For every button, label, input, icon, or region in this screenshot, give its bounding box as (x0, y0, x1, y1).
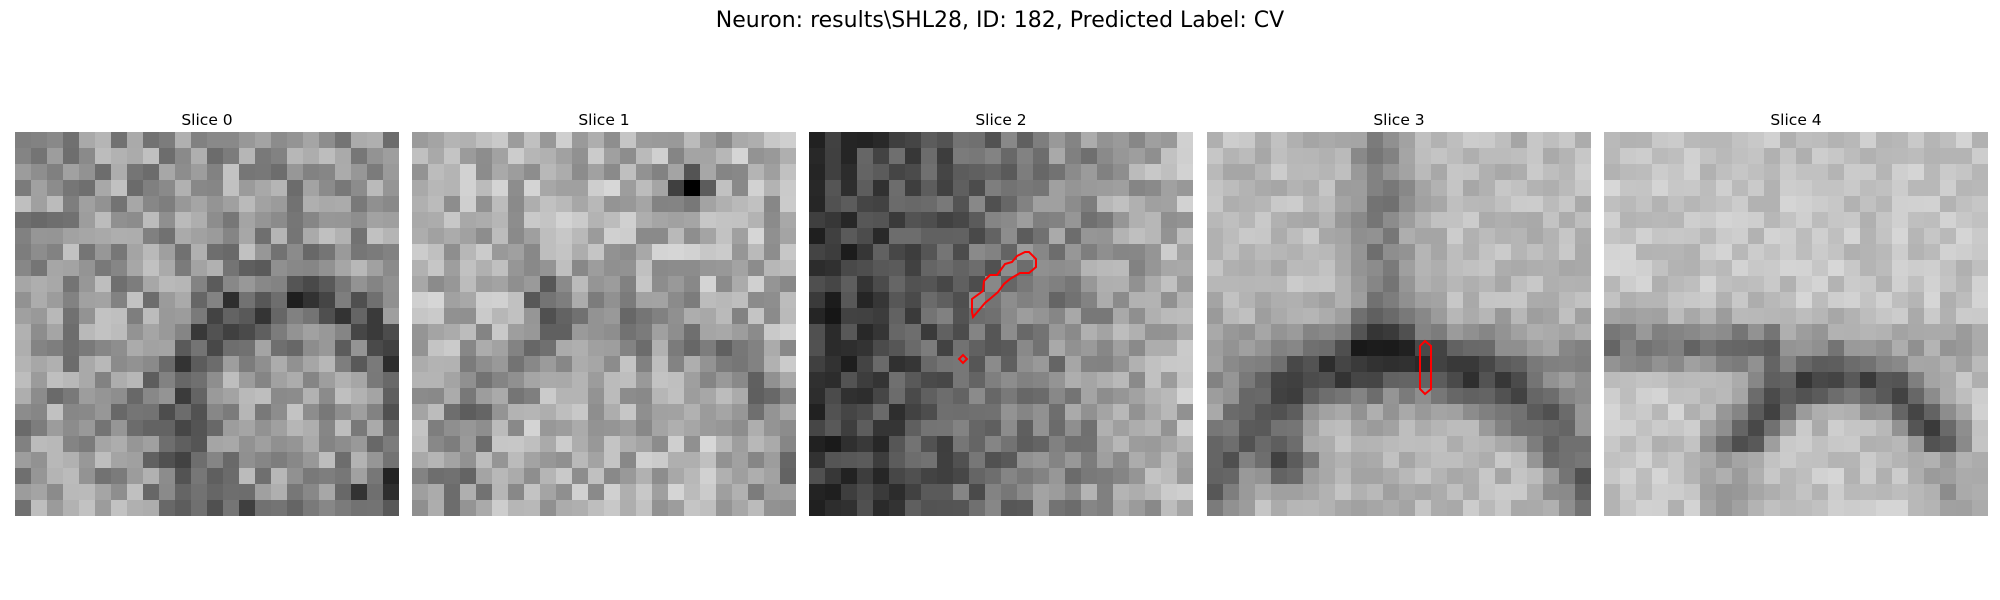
slice-title-4: Slice 4 (1770, 111, 1822, 129)
slice-title-3: Slice 3 (1373, 111, 1425, 129)
slice-title-2: Slice 2 (975, 111, 1027, 129)
slice-image-0 (15, 132, 399, 516)
red-contour-small (957, 353, 969, 365)
slice-image-1 (412, 132, 796, 516)
slice-panel-4: Slice 4 (1604, 108, 1988, 516)
red-contour-vertical (1419, 339, 1432, 396)
slice-panel-0: Slice 0 (15, 108, 399, 516)
figure-title: Neuron: results\SHL28, ID: 182, Predicte… (715, 8, 1285, 33)
slice-image-2 (809, 132, 1193, 516)
slice-image-3 (1207, 132, 1591, 516)
slice-panel-2: Slice 2 (809, 108, 1193, 516)
red-contour-main (971, 251, 1037, 320)
slice-image-4 (1604, 132, 1988, 516)
slice-panel-3: Slice 3 (1207, 108, 1591, 516)
slice-title-1: Slice 1 (578, 111, 630, 129)
slice-title-0: Slice 0 (181, 111, 233, 129)
slice-panel-1: Slice 1 (412, 108, 796, 516)
